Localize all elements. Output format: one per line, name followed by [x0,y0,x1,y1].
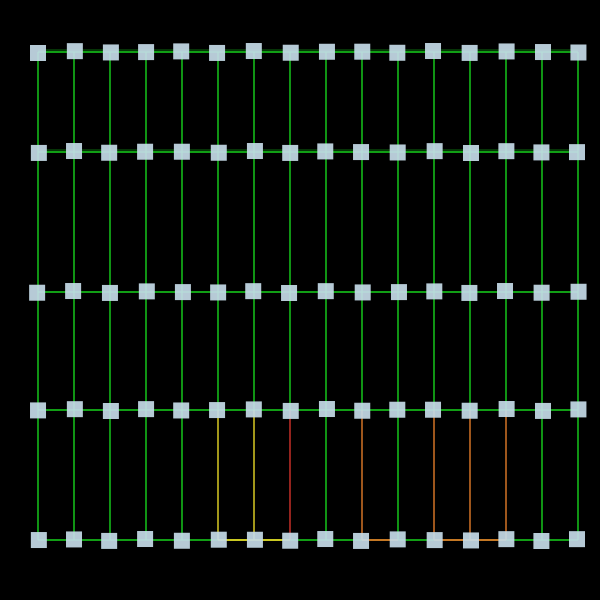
grid-node [426,283,442,299]
grid-node [499,43,515,59]
grid-node [283,403,299,419]
grid-node [29,285,45,301]
grid-node [425,402,441,418]
grid-node [355,284,371,300]
grid-node [353,144,369,160]
grid-node [281,285,297,301]
grid-node [462,45,478,61]
grid-node [282,533,298,549]
grid-node [31,145,47,161]
grid-node [137,144,153,160]
grid-node [389,45,405,61]
grid-node [389,402,405,418]
grid-node [137,531,153,547]
grid-node [30,45,46,61]
grid-node [211,145,227,161]
grid-node [498,143,514,159]
grid-node [390,531,406,547]
grid-node [427,143,443,159]
grid-node [67,43,83,59]
grid-node [101,145,117,161]
grid-node [427,532,443,548]
grid-node [570,44,586,60]
structural-grid-diagram [0,0,600,600]
grid-node [571,284,587,300]
grid-node [569,144,585,160]
grid-node [569,531,585,547]
grid-node [65,283,81,299]
grid-node [462,403,478,419]
grid-node [209,402,225,418]
grid-node [246,43,262,59]
grid-node [425,43,441,59]
grid-node [173,43,189,59]
grid-node [138,44,154,60]
grid-node [570,401,586,417]
grid-node [247,532,263,548]
grid-node [463,532,479,548]
grid-node [461,285,477,301]
grid-node [103,44,119,60]
grid-node [66,143,82,159]
grid-node [499,401,515,417]
grid-node [391,284,407,300]
grid-node [318,283,334,299]
grid-node [390,144,406,160]
grid-node [535,44,551,60]
grid-node [30,402,46,418]
grid-node [354,403,370,419]
grid-node [283,45,299,61]
grid-node [247,143,263,159]
grid-node [533,533,549,549]
grid-node [138,401,154,417]
grid-node [175,284,191,300]
grid-node [102,285,118,301]
grid-node [317,143,333,159]
grid-node [533,144,549,160]
grid-node [317,531,333,547]
grid-node [319,44,335,60]
grid-node [246,401,262,417]
grid-node [354,44,370,60]
grid-node [67,401,83,417]
grid-node [319,401,335,417]
grid-node [174,533,190,549]
grid-node [463,145,479,161]
grid-node [173,402,189,418]
grid-node [174,144,190,160]
grid-node [245,283,261,299]
grid-node [210,284,226,300]
grid-node [535,403,551,419]
grid-node [31,532,47,548]
grid-node [66,531,82,547]
grid-node [353,533,369,549]
grid-node [139,283,155,299]
grid-node [534,285,550,301]
grid-node [497,283,513,299]
grid-node [101,533,117,549]
grid-node [103,403,119,419]
grid-node [498,531,514,547]
grid-node [282,145,298,161]
grid-node [211,532,227,548]
grid-node [209,45,225,61]
